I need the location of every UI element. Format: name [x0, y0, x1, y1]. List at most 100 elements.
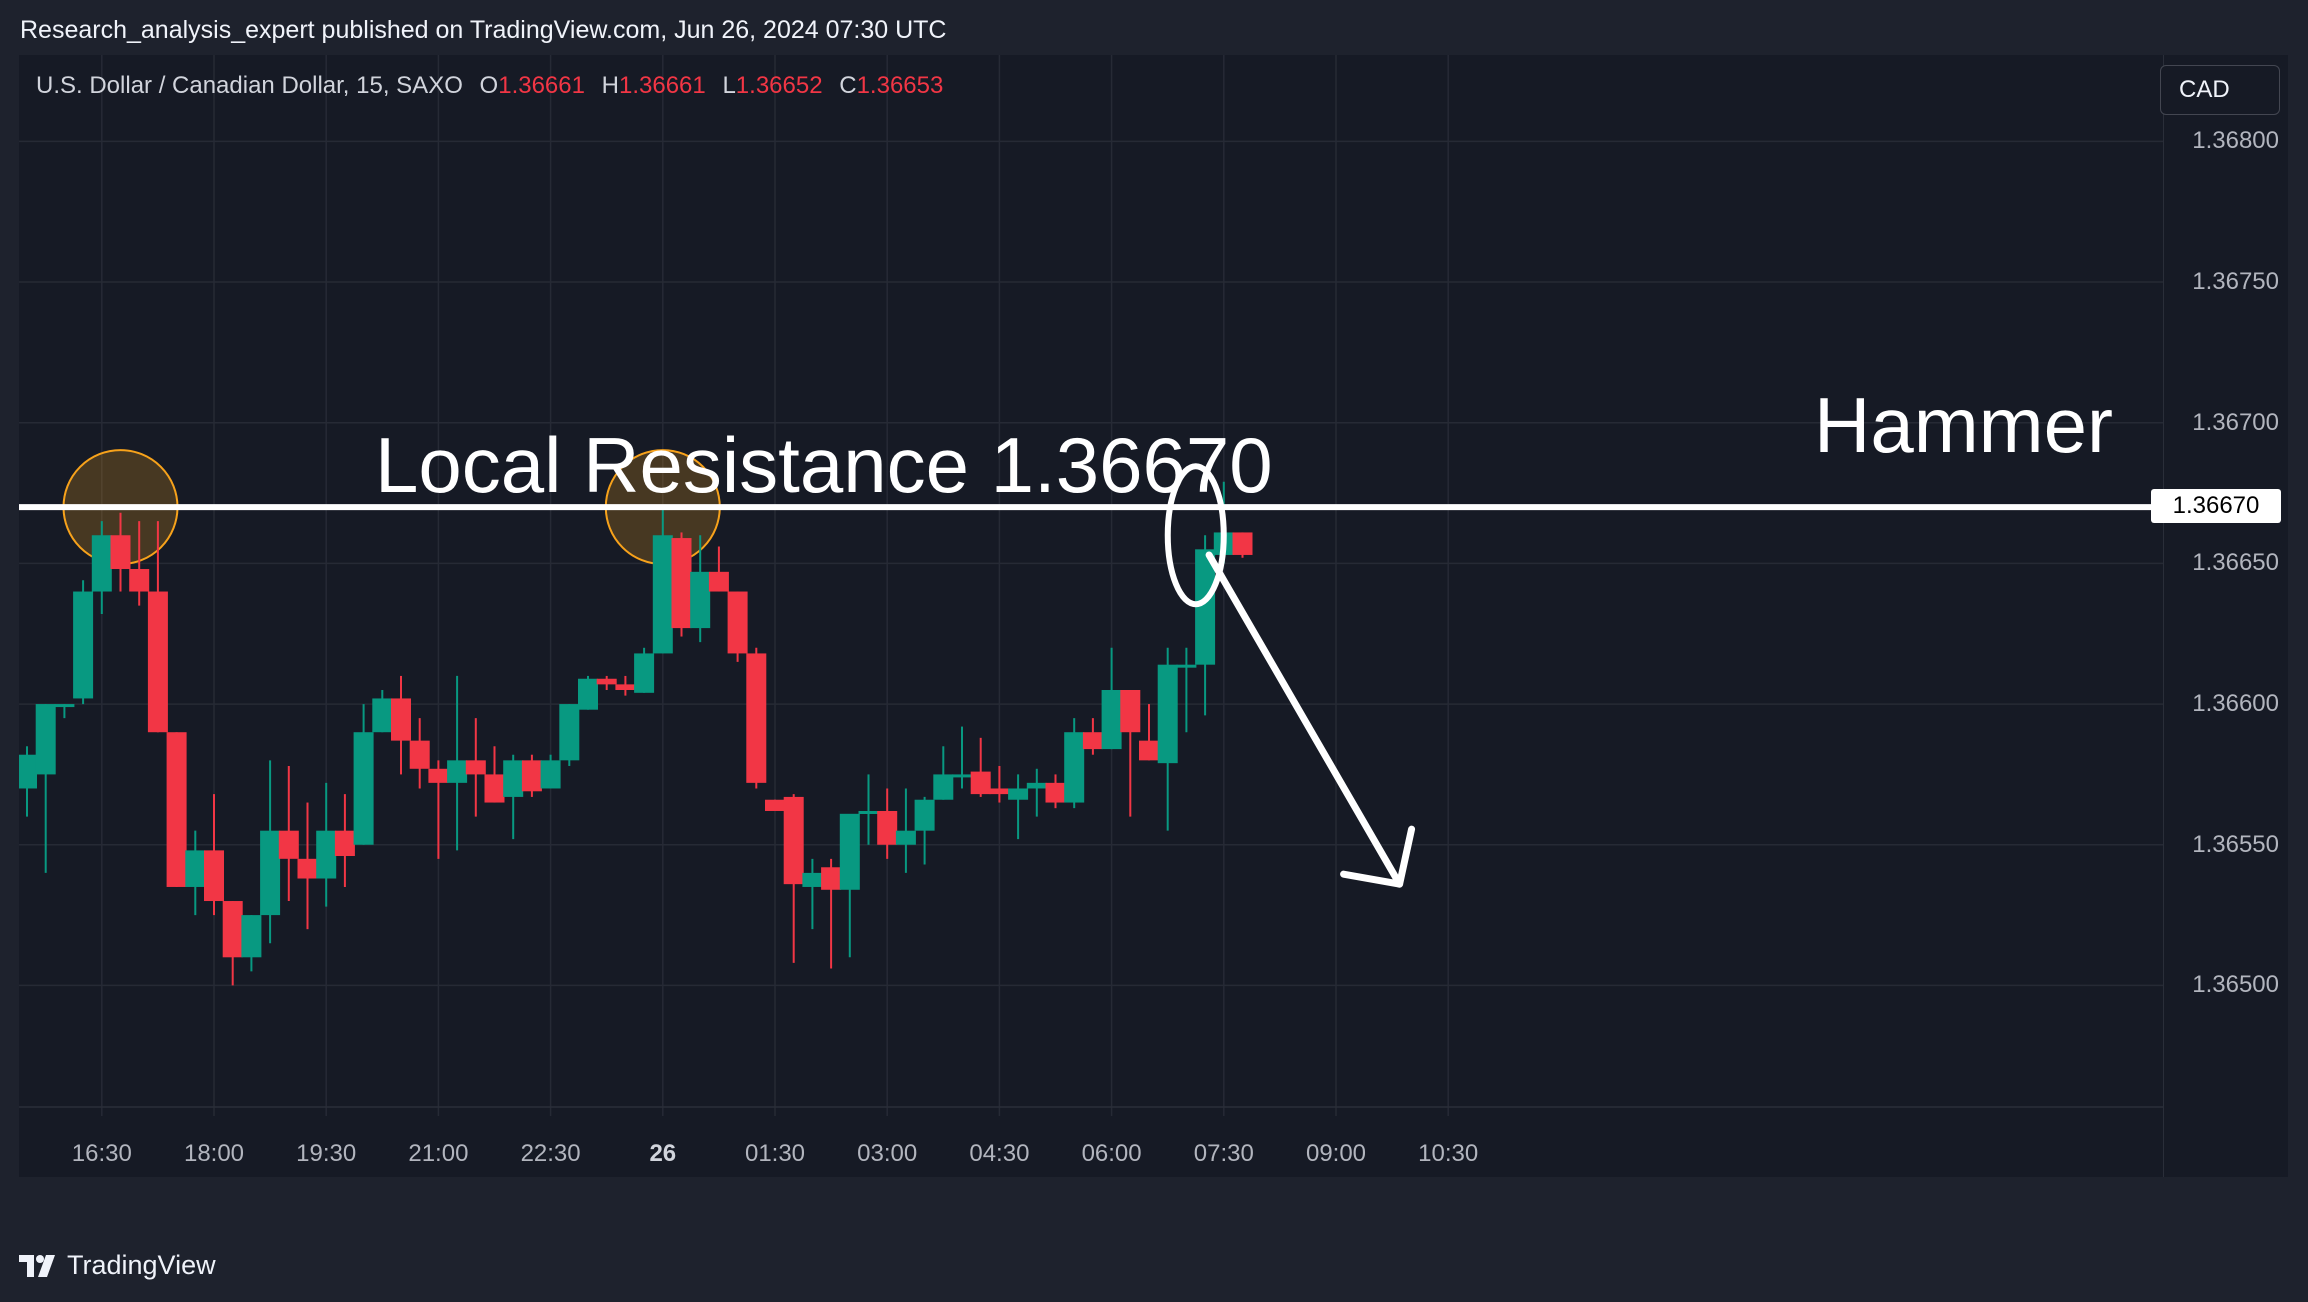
- candle-up: [91, 535, 112, 592]
- high-label: H: [601, 72, 619, 99]
- price-axis[interactable]: 1.36800 1.36750 1.36700 1.36650 1.36600 1.365…: [2163, 55, 2289, 1177]
- close-label: C: [839, 72, 857, 99]
- symbol-legend: U.S. Dollar / Canadian Dollar, 15, SAXO …: [36, 72, 943, 100]
- plot-area[interactable]: U.S. Dollar / Canadian Dollar, 15, SAXO …: [19, 55, 2163, 1177]
- candle-down: [970, 771, 991, 795]
- time-tick-label: 10:30: [1418, 1140, 1479, 1167]
- candle-up: [933, 774, 954, 800]
- open-label: O: [479, 72, 499, 99]
- candle-up: [260, 830, 281, 916]
- candle-down: [708, 571, 729, 592]
- candlestick-chart[interactable]: [19, 55, 2163, 1177]
- candle-down: [204, 850, 224, 902]
- currency-button[interactable]: CAD: [2160, 65, 2280, 115]
- candle-down: [746, 653, 767, 783]
- time-tick-label: 19:30: [296, 1140, 357, 1167]
- time-tick-label: 26: [649, 1140, 677, 1167]
- candle-down: [1139, 740, 1159, 761]
- time-tick-label: 04:30: [969, 1140, 1030, 1167]
- price-tick-label: 1.36750: [2192, 268, 2279, 296]
- time-tick-label: 07:30: [1193, 1140, 1254, 1167]
- candle-up: [1101, 690, 1122, 750]
- candle-up: [559, 704, 580, 761]
- price-tick-label: 1.36550: [2192, 830, 2279, 858]
- candle-up: [914, 799, 935, 831]
- candle-down: [783, 796, 804, 885]
- candle-down: [1232, 532, 1253, 555]
- candle-down: [334, 830, 355, 857]
- candle-down: [1082, 732, 1103, 750]
- candle-down: [821, 867, 842, 890]
- time-tick-label: 16:30: [71, 1140, 132, 1167]
- candle-down: [465, 760, 486, 775]
- candle-up: [241, 915, 262, 958]
- tradingview-brand[interactable]: TradingView: [19, 1250, 216, 1281]
- candle-down: [222, 901, 243, 958]
- candle-up: [316, 830, 337, 879]
- bearish-arrow: [1205, 551, 1404, 888]
- candle-down: [671, 538, 692, 629]
- bearish-arrow-head: [1340, 825, 1416, 888]
- candle-down: [278, 830, 299, 859]
- candle-up: [1008, 788, 1029, 800]
- chart-panel[interactable]: U.S. Dollar / Canadian Dollar, 15, SAXO …: [19, 55, 2288, 1177]
- candle-down: [428, 768, 449, 783]
- time-tick-label: 06:00: [1081, 1140, 1142, 1167]
- candle-down: [521, 760, 542, 792]
- candle-up: [1064, 732, 1085, 803]
- open-value: 1.36661: [498, 72, 585, 99]
- candle-down: [727, 591, 748, 654]
- candle-up: [802, 872, 823, 887]
- candle-up: [353, 732, 374, 845]
- hammer-annotation: Hammer: [1814, 381, 2114, 469]
- candle-down: [409, 740, 430, 769]
- close-value: 1.36653: [856, 72, 944, 99]
- candle-up: [578, 678, 598, 710]
- candle-down: [989, 788, 1010, 795]
- tradingview-logo-icon: [19, 1254, 55, 1277]
- price-tick-label: 1.36650: [2192, 549, 2279, 577]
- hammer-ellipse: [1164, 463, 1227, 608]
- candle-down: [877, 810, 898, 845]
- candle-down: [110, 535, 131, 570]
- brand-name: TradingView: [67, 1250, 216, 1280]
- candle-up: [447, 760, 468, 783]
- symbol-title: U.S. Dollar / Canadian Dollar, 15, SAXO: [36, 72, 463, 99]
- candle-down: [147, 591, 168, 733]
- publisher-line: Research_analysis_expert published on Tr…: [20, 16, 947, 44]
- candle-down: [391, 698, 411, 741]
- high-value: 1.36661: [619, 72, 706, 99]
- price-tick-label: 1.36500: [2192, 971, 2279, 999]
- low-label: L: [722, 72, 736, 99]
- candle-up: [952, 774, 972, 778]
- resistance-price-tag: 1.36670: [2151, 489, 2281, 523]
- time-tick-label: 21:00: [408, 1140, 469, 1167]
- candle-up: [1195, 549, 1216, 665]
- candle-up: [839, 813, 860, 890]
- time-tick-label: 03:00: [857, 1140, 918, 1167]
- candle-up: [895, 830, 916, 845]
- time-tick-label: 09:00: [1305, 1140, 1367, 1167]
- time-tick-label: 01:30: [744, 1140, 806, 1167]
- candle-down: [166, 732, 187, 887]
- price-tick-label: 1.36700: [2192, 408, 2279, 436]
- candle-up: [858, 810, 879, 814]
- candle-up: [503, 760, 524, 797]
- candle-up: [185, 850, 206, 887]
- candle-down: [1045, 782, 1066, 803]
- candle-up: [35, 704, 56, 775]
- candle-up: [372, 698, 393, 733]
- candle-up: [19, 754, 37, 789]
- candle-up: [1176, 664, 1197, 668]
- candle-down: [765, 799, 785, 811]
- price-tick-label: 1.36800: [2192, 127, 2279, 155]
- candle-up: [1026, 782, 1047, 789]
- candle-up: [652, 535, 673, 654]
- candle-up: [634, 653, 655, 693]
- candle-down: [484, 774, 505, 803]
- candle-up: [690, 571, 711, 629]
- candle-down: [615, 684, 636, 691]
- candle-up: [73, 591, 94, 699]
- candle-down: [596, 678, 617, 685]
- time-tick-label: 18:00: [183, 1140, 245, 1167]
